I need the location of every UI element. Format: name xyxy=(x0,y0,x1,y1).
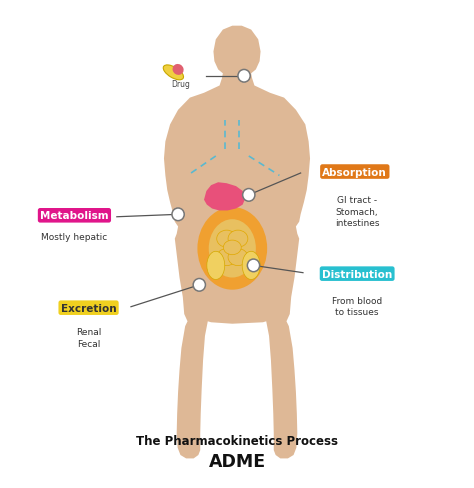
Ellipse shape xyxy=(242,252,260,280)
Ellipse shape xyxy=(209,220,256,278)
Ellipse shape xyxy=(217,231,237,247)
Circle shape xyxy=(172,208,184,221)
Text: From blood
to tissues: From blood to tissues xyxy=(332,296,383,317)
Ellipse shape xyxy=(228,249,248,266)
Polygon shape xyxy=(204,183,246,211)
Text: Absorption: Absorption xyxy=(322,167,387,177)
Text: Excretion: Excretion xyxy=(61,303,117,313)
Circle shape xyxy=(247,260,260,272)
Text: Drug: Drug xyxy=(171,80,190,89)
Ellipse shape xyxy=(228,231,248,247)
Circle shape xyxy=(238,70,250,83)
Text: GI tract -
Stomach,
intestines: GI tract - Stomach, intestines xyxy=(335,196,379,228)
Ellipse shape xyxy=(217,249,237,266)
Text: Mostly hepatic: Mostly hepatic xyxy=(41,233,108,242)
Ellipse shape xyxy=(207,252,225,280)
Text: The Pharmacokinetics Process: The Pharmacokinetics Process xyxy=(136,434,338,447)
Circle shape xyxy=(243,189,255,202)
Text: ADME: ADME xyxy=(209,452,265,470)
Ellipse shape xyxy=(163,66,183,81)
Text: Distribution: Distribution xyxy=(322,269,392,279)
Ellipse shape xyxy=(197,207,267,290)
Text: Metabolism: Metabolism xyxy=(40,211,109,221)
Text: Renal
Fecal: Renal Fecal xyxy=(76,327,101,348)
Ellipse shape xyxy=(173,65,183,76)
Circle shape xyxy=(193,279,205,291)
Polygon shape xyxy=(164,27,310,458)
Ellipse shape xyxy=(223,241,241,255)
